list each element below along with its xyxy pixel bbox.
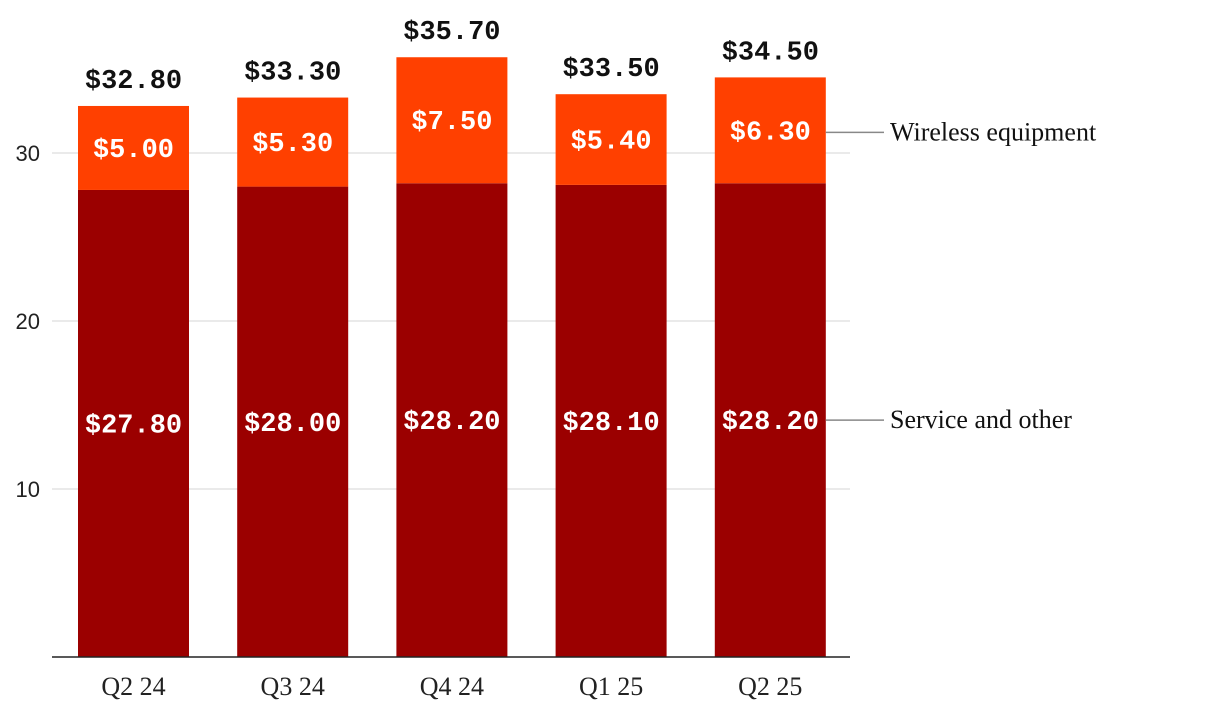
bar-segment-service	[237, 186, 349, 657]
segment-value-label: $28.00	[244, 410, 341, 440]
x-category-label: Q2 25	[738, 672, 802, 701]
bar-segment-service	[714, 183, 826, 658]
bar-segment-wireless	[555, 94, 667, 185]
y-tick-label: 20	[16, 309, 40, 334]
segment-value-label: $28.10	[562, 409, 659, 439]
bar-segment-service	[396, 183, 508, 658]
bar-segment-wireless	[714, 77, 826, 184]
bar-segment-wireless	[396, 57, 508, 184]
bar-total-label: $33.30	[244, 59, 341, 89]
bar-segment-service	[555, 184, 667, 658]
bar-total-label: $35.70	[403, 18, 500, 48]
y-tick-label: 10	[16, 477, 40, 502]
x-category-label: Q2 24	[101, 672, 165, 701]
segment-value-label: $28.20	[722, 408, 819, 438]
bar-total-label: $34.50	[722, 38, 819, 68]
legend-label-service: Service and other	[890, 405, 1072, 434]
x-category-label: Q1 25	[579, 672, 643, 701]
x-category-label: Q4 24	[420, 672, 484, 701]
bar-segment-wireless	[237, 97, 349, 187]
segment-value-label: $28.20	[403, 408, 500, 438]
bar-total-label: $32.80	[85, 67, 182, 97]
segment-value-label: $5.40	[571, 128, 652, 158]
bar-total-label: $33.50	[562, 55, 659, 85]
segment-value-label: $7.50	[411, 108, 492, 138]
bar-segment-service	[78, 189, 189, 657]
legend-label-wireless: Wireless equipment	[890, 117, 1097, 146]
bar-segment-wireless	[78, 105, 189, 190]
segment-value-label: $5.00	[93, 136, 174, 166]
y-tick-label: 30	[16, 141, 40, 166]
segment-value-label: $5.30	[252, 130, 333, 160]
segment-value-label: $6.30	[730, 118, 811, 148]
segment-value-label: $27.80	[85, 411, 182, 441]
x-category-label: Q3 24	[261, 672, 325, 701]
